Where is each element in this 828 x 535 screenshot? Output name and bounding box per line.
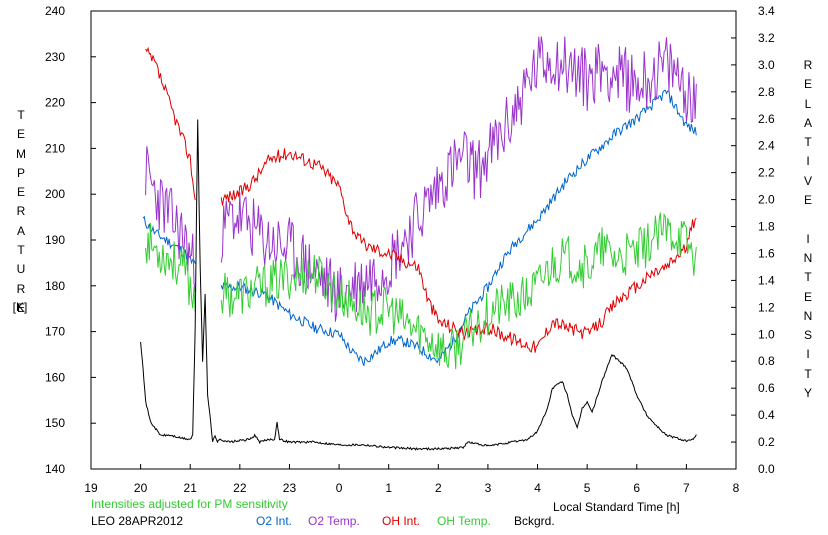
series-bckgrd xyxy=(140,119,697,451)
axis-label-letter: T xyxy=(804,135,812,150)
y-left-tick-label: 160 xyxy=(45,370,65,384)
y-left-tick-label: 220 xyxy=(45,96,65,110)
note-text: Intensities adjusted for PM sensitivity xyxy=(91,497,288,511)
y-right-tick-label: 3.2 xyxy=(758,31,775,45)
y-right-tick-label: 2.8 xyxy=(758,85,775,99)
x-axis-label: Local Standard Time [h] xyxy=(553,500,680,514)
series-line-oh-int xyxy=(220,148,697,353)
y-right-tick-label: 3.0 xyxy=(758,58,775,72)
y-right-tick-label: 1.8 xyxy=(758,220,775,234)
axis-label-letter: T xyxy=(804,366,812,381)
legend-bckgrd: Bckgrd. xyxy=(514,514,555,528)
legend-oh-temp: OH Temp. xyxy=(437,514,491,528)
y-left-tick-label: 230 xyxy=(45,50,65,64)
axis-label-letter: E xyxy=(16,185,25,200)
series-line-oh-int xyxy=(145,46,196,201)
axis-label-letter: A xyxy=(803,115,812,130)
x-tick-label: 4 xyxy=(534,481,541,495)
axis-label-letter: S xyxy=(803,328,812,343)
axis-label-letter: E xyxy=(803,77,812,92)
axis-label-letter: E xyxy=(16,300,25,315)
axis-label-letter: M xyxy=(16,146,26,161)
legend-oh-int: OH Int. xyxy=(382,514,421,528)
axis-label-letter: R xyxy=(16,204,26,219)
y-right-tick-label: 2.2 xyxy=(758,166,775,180)
axis-label-letter: Y xyxy=(803,386,812,401)
y-right-tick-label: 1.0 xyxy=(758,327,775,341)
series-oh-temp xyxy=(145,212,697,370)
x-tick-label: 0 xyxy=(336,481,343,495)
y-right-tick-label: 2.0 xyxy=(758,193,775,207)
y-right-tick-label: 1.4 xyxy=(758,273,775,287)
axis-label-letter: N xyxy=(803,250,813,265)
axis-label-letter: L xyxy=(804,96,812,111)
x-tick-label: 21 xyxy=(184,481,198,495)
axis-label-letter: I xyxy=(806,347,810,362)
series-line-o2-temp xyxy=(220,36,697,322)
y-left-tick-label: 240 xyxy=(45,4,65,18)
x-tick-label: 1 xyxy=(385,481,392,495)
y-right-tick-label: 0.0 xyxy=(758,462,775,476)
y-left-tick-label: 180 xyxy=(45,279,65,293)
axis-label-letter: T xyxy=(17,243,25,258)
x-tick-label: 7 xyxy=(683,481,690,495)
y-right-tick-label: 1.6 xyxy=(758,246,775,260)
series-line-o2-int xyxy=(142,215,196,265)
axis-label-letter: T xyxy=(804,270,812,285)
axis-label-letter xyxy=(801,210,815,229)
y-left-tick-label: 150 xyxy=(45,416,65,430)
x-tick-label: 19 xyxy=(84,481,98,495)
legend-o2-int: O2 Int. xyxy=(256,514,293,528)
legend-o2-temp: O2 Temp. xyxy=(308,514,360,528)
series-line-oh-temp xyxy=(220,212,697,370)
x-tick-label: 2 xyxy=(435,481,442,495)
y-right-tick-label: 3.4 xyxy=(758,4,775,18)
axis-label-letter: U xyxy=(16,262,26,277)
axis-label-letter: I xyxy=(806,154,810,169)
series-line-bckgrd xyxy=(140,119,697,451)
series-line-o2-temp xyxy=(145,146,196,293)
axis-label-letter: V xyxy=(803,173,812,188)
series-oh-int xyxy=(145,46,697,353)
axis-label-letter: E xyxy=(803,193,812,208)
axis-label-letter: I xyxy=(806,231,810,246)
axis-label-letter: E xyxy=(16,127,25,142)
x-tick-label: 22 xyxy=(233,481,247,495)
y-right-tick-label: 2.6 xyxy=(758,112,775,126)
y-right-tick-label: 0.2 xyxy=(758,435,775,449)
x-tick-label: 3 xyxy=(485,481,492,495)
station-label: LEO 28APR2012 xyxy=(91,514,184,528)
x-tick-label: 5 xyxy=(584,481,591,495)
y-right-tick-label: 1.2 xyxy=(758,300,775,314)
x-tick-label: 8 xyxy=(733,481,740,495)
y-left-tick-label: 200 xyxy=(45,187,65,201)
y-left-tick-label: 170 xyxy=(45,325,65,339)
y-right-tick-label: 0.6 xyxy=(758,381,775,395)
y-right-tick-label: 2.4 xyxy=(758,139,775,153)
y-right-tick-label: 0.8 xyxy=(758,354,775,368)
x-tick-label: 6 xyxy=(633,481,640,495)
y-left-tick-label: 210 xyxy=(45,141,65,155)
series-o2-temp xyxy=(145,36,697,322)
axis-label-letter: T xyxy=(17,108,25,122)
series-o2-int xyxy=(142,89,697,366)
y-left-tick-label: 140 xyxy=(45,462,65,476)
series-line-o2-int xyxy=(220,89,697,366)
x-tick-label: 23 xyxy=(283,481,297,495)
axis-label-letter: E xyxy=(803,289,812,304)
y-right-tick-label: 0.4 xyxy=(758,408,775,422)
series-line-oh-temp xyxy=(145,222,196,313)
axis-label-letter: P xyxy=(16,165,25,180)
y-left-tick-label: 190 xyxy=(45,233,65,247)
axis-label-letter: R xyxy=(803,58,813,72)
y-axis-left-unit: [K] xyxy=(12,300,28,314)
x-tick-label: 20 xyxy=(134,481,148,495)
axis-label-letter: R xyxy=(16,281,26,296)
axis-label-letter: N xyxy=(803,308,813,323)
axis-label-letter: A xyxy=(16,223,25,238)
